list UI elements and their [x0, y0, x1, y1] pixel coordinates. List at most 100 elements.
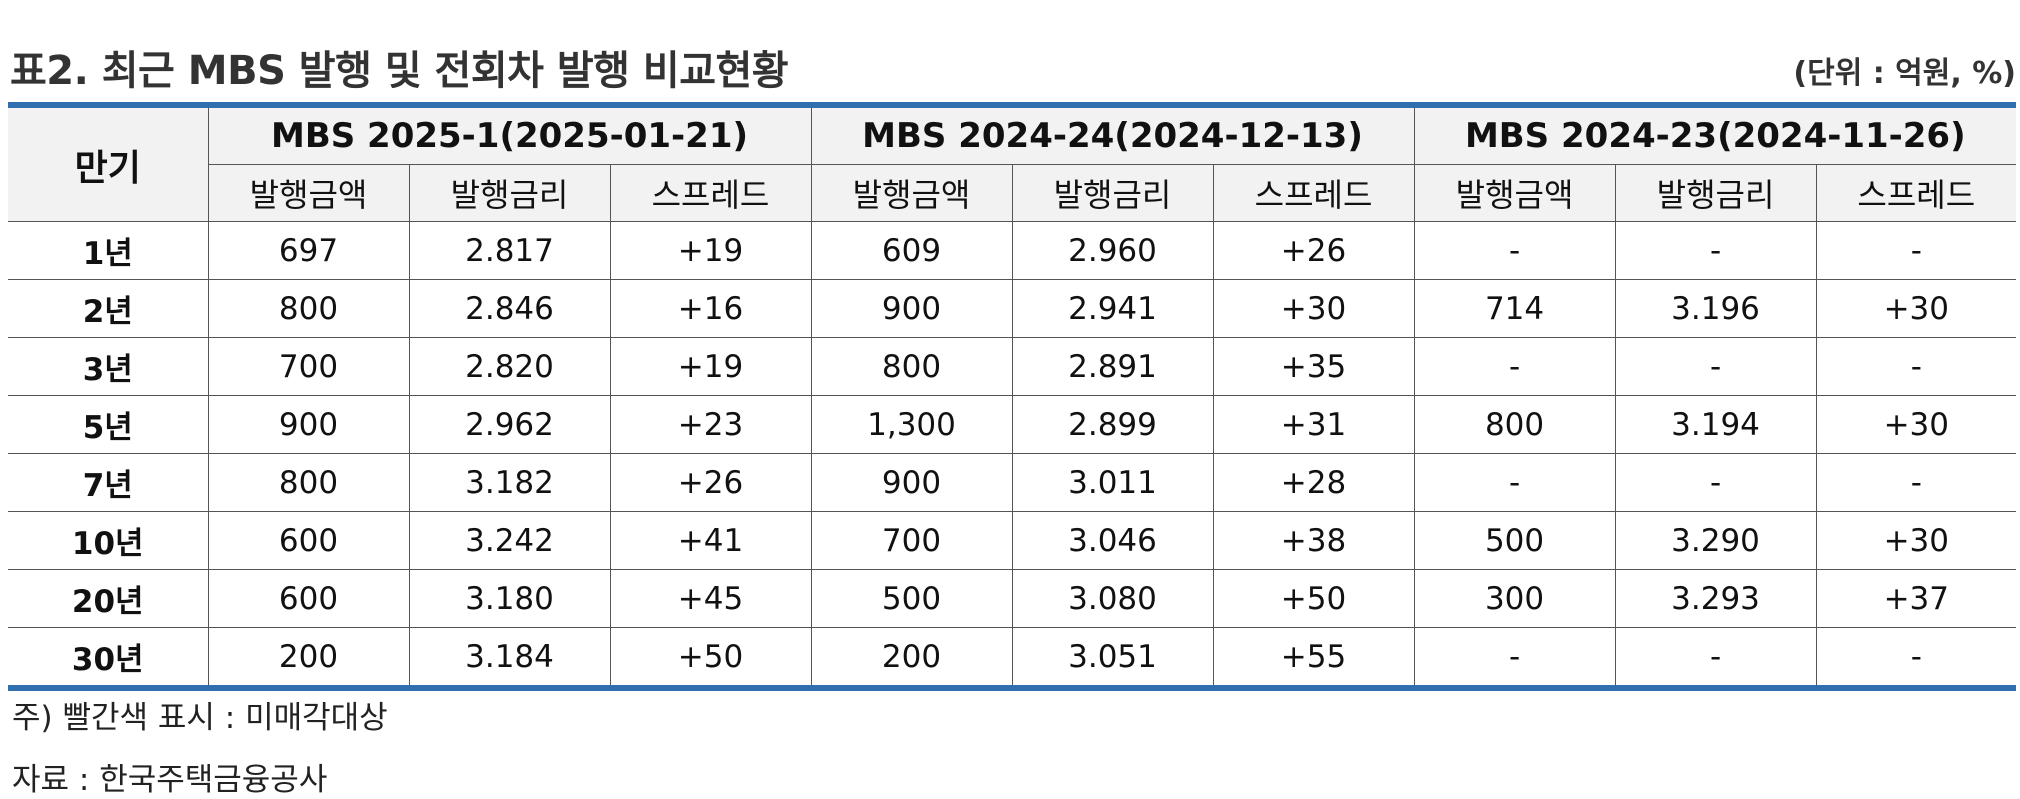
maturity-cell: 3년 [8, 337, 209, 396]
subheader-3-1: 발행금액 [1413, 164, 1616, 222]
value-cell: - [1815, 337, 2017, 396]
value-cell: 900 [810, 279, 1013, 338]
maturity-cell: 30년 [8, 627, 209, 688]
value-cell: 1,300 [810, 395, 1013, 454]
value-cell: 3.242 [408, 511, 611, 570]
group-header-3: MBS 2024-23(2024-11-26) [1413, 105, 2017, 165]
value-cell: - [1614, 453, 1817, 512]
table-row: 10년 600 3.242 +41 700 3.046 +38 500 3.290 +30 [8, 511, 2017, 570]
subheader-3-3: 스프레드 [1815, 164, 2017, 222]
value-cell: - [1413, 453, 1616, 512]
value-cell: 2.899 [1011, 395, 1214, 454]
value-cell: 3.293 [1614, 569, 1817, 628]
value-cell: +50 [609, 627, 812, 688]
table-body: 1년 697 2.817 +19 609 2.960 +26- - -2년 800 2.846 +16… [8, 221, 2017, 688]
value-cell: 2.820 [408, 337, 611, 396]
value-cell: 2.846 [408, 279, 611, 338]
value-cell: +41 [609, 511, 812, 570]
value-cell: 700 [207, 337, 410, 396]
value-cell: - [1815, 627, 2017, 688]
value-cell: +37 [1815, 569, 2017, 628]
value-cell: +23 [609, 395, 812, 454]
value-cell: +30 [1212, 279, 1415, 338]
value-cell: 800 [207, 453, 410, 512]
value-cell: - [1413, 337, 1616, 396]
maturity-cell: 7년 [8, 453, 209, 512]
value-cell: 2.941 [1011, 279, 1214, 338]
maturity-cell: 1년 [8, 221, 209, 280]
value-cell: 3.290 [1614, 511, 1817, 570]
value-cell: +30 [1815, 279, 2017, 338]
value-cell: +16 [609, 279, 812, 338]
mbs-comparison-table: 만기 MBS 2025-1(2025-01-21) MBS 2024-24(20… [8, 102, 2017, 691]
value-cell: - [1413, 627, 1616, 688]
value-cell: 500 [810, 569, 1013, 628]
value-cell: 3.180 [408, 569, 611, 628]
value-cell: 500 [1413, 511, 1616, 570]
table-note: 주) 빨간색 표시 : 미매각대상 [12, 700, 388, 736]
value-cell: - [1614, 221, 1817, 280]
maturity-header: 만기 [8, 105, 209, 222]
value-cell: 800 [1413, 395, 1616, 454]
value-cell: 200 [207, 627, 410, 688]
value-cell: +35 [1212, 337, 1415, 396]
maturity-cell: 2년 [8, 279, 209, 338]
subheader-3-2: 발행금리 [1614, 164, 1817, 222]
value-cell: +38 [1212, 511, 1415, 570]
value-cell: 600 [207, 511, 410, 570]
value-cell: - [1815, 221, 2017, 280]
table-row: 2년 800 2.846 +16 900 2.941 +30 714 3.196 +30 [8, 279, 2017, 338]
table-title: 표2. 최근 MBS 발행 및 전회차 발행 비교현황 [10, 48, 789, 94]
value-cell: +28 [1212, 453, 1415, 512]
value-cell: 697 [207, 221, 410, 280]
value-cell: 609 [810, 221, 1013, 280]
value-cell: 700 [810, 511, 1013, 570]
value-cell: 3.182 [408, 453, 611, 512]
table-row: 1년 697 2.817 +19 609 2.960 +26- - - [8, 221, 2017, 280]
value-cell: - [1815, 453, 2017, 512]
value-cell: +55 [1212, 627, 1415, 688]
value-cell: +31 [1212, 395, 1415, 454]
subheader-2-1: 발행금액 [810, 164, 1013, 222]
value-cell: +30 [1815, 395, 2017, 454]
value-cell: +26 [1212, 221, 1415, 280]
value-cell: 3.046 [1011, 511, 1214, 570]
value-cell: 3.051 [1011, 627, 1214, 688]
value-cell: +30 [1815, 511, 2017, 570]
value-cell: - [1614, 627, 1817, 688]
maturity-cell: 20년 [8, 569, 209, 628]
table-row: 5년 900 2.962 +23 1,300 2.899 +31 800 3.194 +30 [8, 395, 2017, 454]
value-cell: 3.011 [1011, 453, 1214, 512]
value-cell: 2.891 [1011, 337, 1214, 396]
value-cell: 600 [207, 569, 410, 628]
value-cell: - [1413, 221, 1616, 280]
subheader-1-1: 발행금액 [208, 164, 410, 222]
value-cell: 3.184 [408, 627, 611, 688]
table-row: 20년 600 3.180 +45 500 3.080 +50 300 3.293 +37 [8, 569, 2017, 628]
value-cell: 714 [1413, 279, 1616, 338]
value-cell: 200 [810, 627, 1013, 688]
subheader-1-2: 발행금리 [408, 164, 611, 222]
unit-label: (단위 : 억원, %) [1793, 56, 2016, 91]
group-header-1: MBS 2025-1(2025-01-21) [207, 105, 812, 165]
source-note: 자료 : 한국주택금융공사 [12, 762, 328, 798]
value-cell: 300 [1413, 569, 1616, 628]
value-cell: +19 [609, 221, 812, 280]
table-row: 30년 200 3.184 +50 200 3.051 +55- - - [8, 627, 2017, 688]
subheader-row: 발행금액 발행금리 스프레드 발행금액 발행금리 스프레드 발행금액 발행금리 스프레드 [8, 164, 2017, 222]
group-header-2: MBS 2024-24(2024-12-13) [810, 105, 1415, 165]
table-row: 3년 700 2.820 +19 800 2.891 +35- - - [8, 337, 2017, 396]
value-cell: 2.960 [1011, 221, 1214, 280]
value-cell: 3.196 [1614, 279, 1817, 338]
value-cell: 900 [207, 395, 410, 454]
maturity-cell: 10년 [8, 511, 209, 570]
value-cell: 3.080 [1011, 569, 1214, 628]
value-cell: 800 [810, 337, 1013, 396]
value-cell: - [1614, 337, 1817, 396]
maturity-cell: 5년 [8, 395, 209, 454]
value-cell: 3.194 [1614, 395, 1817, 454]
value-cell: 2.817 [408, 221, 611, 280]
value-cell: +45 [609, 569, 812, 628]
value-cell: 2.962 [408, 395, 611, 454]
value-cell: 900 [810, 453, 1013, 512]
